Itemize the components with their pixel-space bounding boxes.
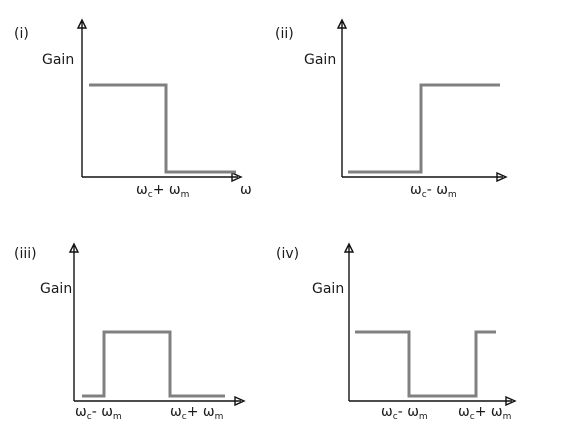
x-axis-arrow [505,395,517,407]
panel-id: (iii) [14,246,37,262]
gain-curve [82,330,225,398]
gain-curve [355,330,496,398]
tick-label-upper: ωc+ ωm [170,404,223,422]
panel-lowpass: (i) Gain ωc+ ωm ω [14,18,252,200]
panel-id: (iv) [276,246,299,262]
x-axis-arrow [234,395,246,407]
gain-curve [89,83,236,174]
panel-bandpass: (iii) Gain ωc- ωm ωc+ ωm [14,242,246,422]
panel-id: (ii) [275,26,294,42]
gain-label: Gain [304,52,336,68]
x-axis-arrow [231,171,243,183]
gain-label: Gain [312,281,344,297]
x-axis-arrow [496,171,508,183]
tick-label-lower: ωc- ωm [381,404,428,422]
tick-label-cutoff: ωc+ ωm [136,182,189,200]
panel-bandstop: (iv) Gain ωc- ωm ωc+ ωm [276,242,517,422]
gain-label: Gain [42,52,74,68]
y-axis-arrow [336,18,348,29]
gain-curve [348,83,500,174]
x-axis-symbol: ω [240,182,252,198]
gain-label: Gain [40,281,72,297]
y-axis-arrow [76,18,88,29]
tick-label-upper: ωc+ ωm [458,404,511,422]
y-axis-arrow [343,242,355,253]
tick-label-lower: ωc- ωm [75,404,122,422]
tick-label-cutoff: ωc- ωm [410,182,457,200]
panel-highpass: (ii) Gain ωc- ωm [275,18,508,200]
y-axis-arrow [68,242,80,253]
panel-id: (i) [14,26,29,42]
